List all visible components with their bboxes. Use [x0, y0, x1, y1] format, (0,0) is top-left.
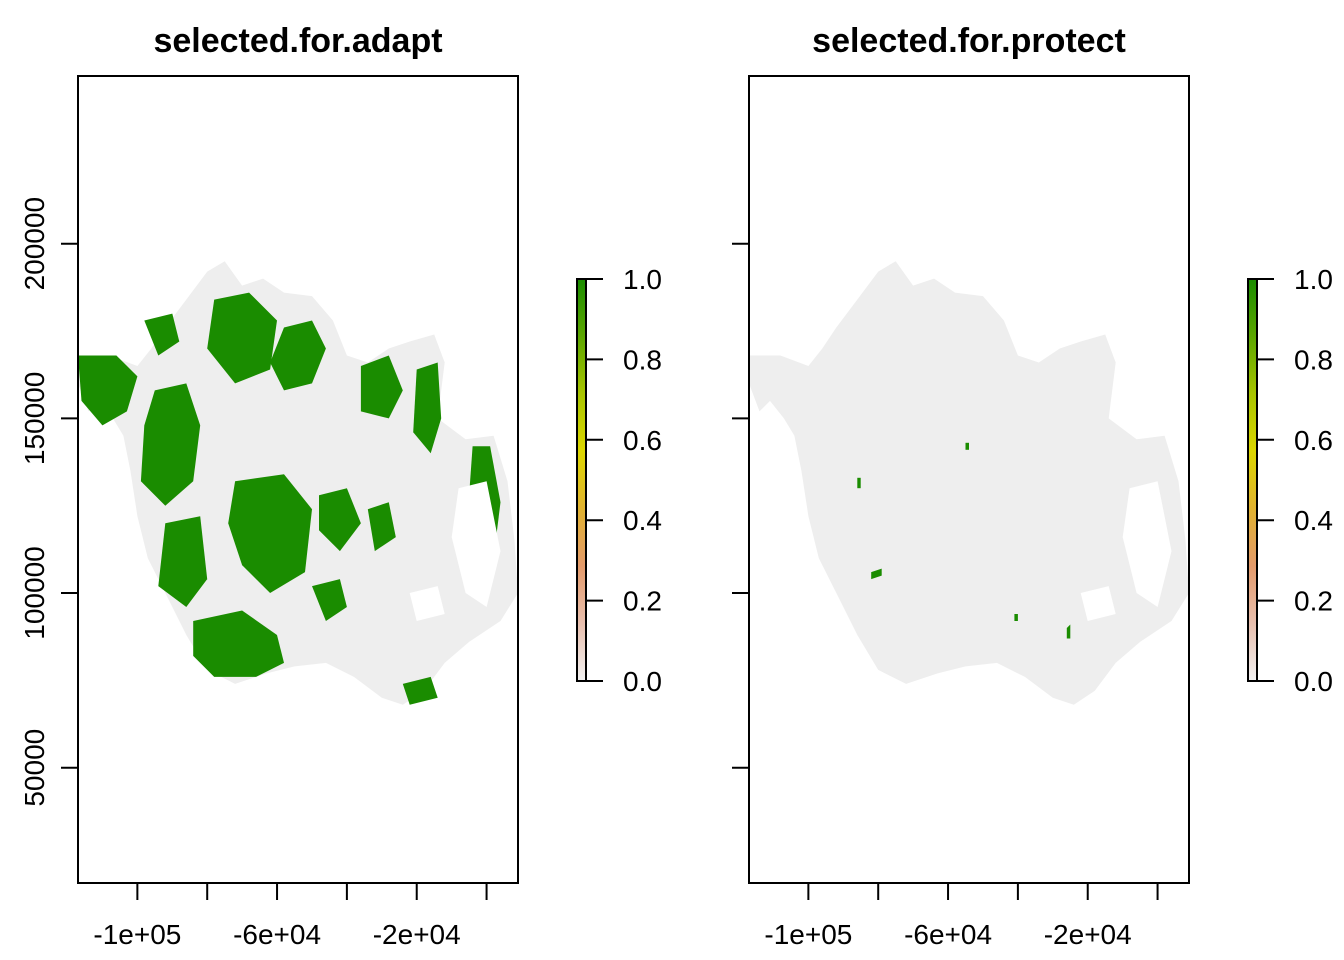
- selected-cells: [857, 477, 861, 489]
- nodata-gap: [1122, 481, 1172, 607]
- y-tick-label: 200000: [19, 197, 50, 290]
- panel-protect: selected.for.protect -1e+05 -6e+04 -2e+04 …: [732, 22, 1333, 950]
- x-tick-label: -2e+04: [373, 919, 461, 950]
- selected-cells: [78, 355, 138, 426]
- nodata-gap: [451, 481, 501, 607]
- x-tick-label: -1e+05: [764, 919, 852, 950]
- y-tick-label: 50000: [19, 729, 50, 807]
- colorbar: [576, 278, 587, 682]
- selected-cells: [312, 579, 347, 621]
- colorbar-tick-label: 0.0: [623, 666, 662, 697]
- nodata-gap: [1080, 586, 1116, 621]
- selected-cells: [1014, 614, 1018, 621]
- y-tick-label: 150000: [19, 372, 50, 465]
- selected-cells: [158, 516, 208, 607]
- panel-title: selected.for.protect: [812, 22, 1126, 60]
- nodata-gap: [409, 586, 445, 621]
- x-axis: -1e+05 -6e+04 -2e+04: [93, 882, 488, 950]
- colorbar-tick-label: 0.6: [1294, 425, 1333, 456]
- y-axis: [732, 242, 750, 769]
- selected-cells: [193, 610, 284, 677]
- x-tick-label: -1e+05: [93, 919, 181, 950]
- colorbar-tick-label: 0.8: [623, 344, 662, 375]
- colorbar-legend: 0.0 0.2 0.4 0.6 0.8 1.0: [576, 264, 662, 697]
- x-tick-label: -6e+04: [904, 919, 992, 950]
- panel-title: selected.for.adapt: [153, 22, 442, 60]
- selected-cells: [871, 568, 882, 580]
- colorbar-tick-label: 0.4: [1294, 505, 1333, 536]
- selected-cells: [360, 355, 403, 419]
- x-axis: -1e+05 -6e+04 -2e+04: [764, 882, 1159, 950]
- panel-adapt: selected.for.adapt -1e+05 -6e+04 -2e+04 50…: [19, 22, 662, 950]
- colorbar: [1247, 278, 1258, 682]
- study-area-zero-cells: [749, 261, 1189, 705]
- x-tick-label: -6e+04: [233, 919, 321, 950]
- map-layer: [78, 261, 518, 705]
- selected-cells: [1066, 624, 1071, 639]
- colorbar-legend: 0.0 0.2 0.4 0.6 0.8 1.0: [1247, 264, 1333, 697]
- selected-cells: [413, 362, 442, 454]
- selected-cells: [402, 676, 438, 705]
- selected-cells: [140, 383, 201, 506]
- selected-cells: [319, 488, 361, 552]
- colorbar-tick-label: 0.6: [623, 425, 662, 456]
- colorbar-tick-label: 0.2: [623, 586, 662, 617]
- y-tick-label: 100000: [19, 546, 50, 639]
- selected-cells: [207, 292, 277, 384]
- y-axis: 50000 100000 150000 200000: [19, 197, 79, 807]
- colorbar-tick-label: 1.0: [1294, 264, 1333, 295]
- colorbar-tick-label: 1.0: [623, 264, 662, 295]
- selected-cells: [228, 474, 312, 593]
- colorbar-tick-label: 0.4: [623, 505, 662, 536]
- selected-cells: [144, 313, 180, 356]
- x-tick-label: -2e+04: [1044, 919, 1132, 950]
- selected-cells: [965, 442, 969, 450]
- colorbar-tick-label: 0.0: [1294, 666, 1333, 697]
- colorbar-tick-label: 0.2: [1294, 586, 1333, 617]
- selected-cells: [270, 320, 326, 391]
- colorbar-tick-label: 0.8: [1294, 344, 1333, 375]
- map-layer: [749, 261, 1189, 705]
- selected-cells: [367, 502, 396, 552]
